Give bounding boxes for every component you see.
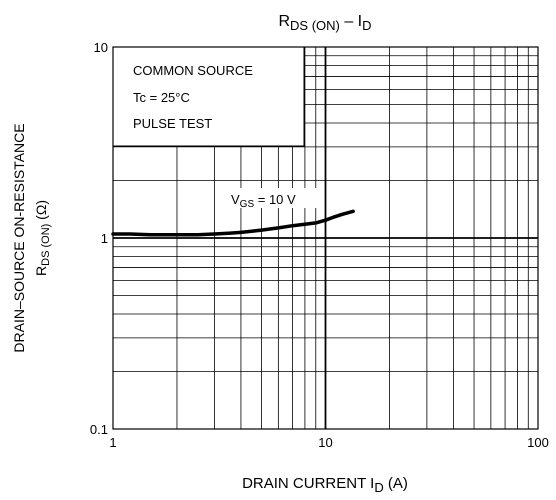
y-tick-label: 0.1 bbox=[90, 422, 108, 437]
y-axis-label-unit: (Ω) bbox=[33, 200, 49, 224]
series-label: VGS = 10 V bbox=[231, 192, 296, 210]
x-axis-label-sub: D bbox=[374, 480, 383, 495]
series-label-main: V bbox=[231, 192, 240, 207]
y-axis-label-sub: DS (ON) bbox=[40, 224, 52, 266]
y-axis-label-main: R bbox=[33, 266, 49, 276]
y-tick-label: 1 bbox=[101, 231, 108, 246]
title-dash-sub: D bbox=[362, 18, 371, 33]
plot-frame bbox=[112, 46, 539, 430]
annotation-line-1: COMMON SOURCE bbox=[133, 63, 253, 78]
chart-title: RDS (ON) – ID bbox=[278, 13, 371, 33]
y-tick-labels: 0.1 1 10 bbox=[90, 40, 108, 437]
major-grid bbox=[113, 47, 538, 429]
title-main: R bbox=[278, 13, 290, 30]
annotation-line-2: Tc = 25°C bbox=[133, 90, 190, 105]
x-tick-label: 10 bbox=[318, 435, 332, 450]
x-tick-label: 100 bbox=[527, 435, 549, 450]
y-tick-label: 10 bbox=[94, 40, 108, 55]
series-label-sub: GS bbox=[240, 199, 255, 210]
x-axis-label-main: DRAIN CURRENT I bbox=[242, 475, 374, 492]
x-tick-labels: 1 10 100 bbox=[109, 435, 548, 450]
x-axis-label: DRAIN CURRENT ID (A) bbox=[242, 475, 408, 495]
y-axis-label-line-2: RDS (ON) (Ω) bbox=[33, 200, 52, 276]
x-tick-label: 1 bbox=[109, 435, 116, 450]
annotation-line-3: PULSE TEST bbox=[133, 116, 212, 131]
series-label-rest: = 10 V bbox=[254, 192, 296, 207]
series-label-bg bbox=[228, 188, 320, 208]
series-line-vgs-10v bbox=[111, 209, 355, 237]
y-axis-label-line-1: DRAIN–SOURCE ON-RESISTANCE bbox=[11, 123, 27, 352]
title-main-sub: DS (ON) bbox=[290, 18, 340, 33]
title-dash: – I bbox=[340, 13, 362, 30]
x-axis-label-unit: (A) bbox=[384, 475, 408, 492]
